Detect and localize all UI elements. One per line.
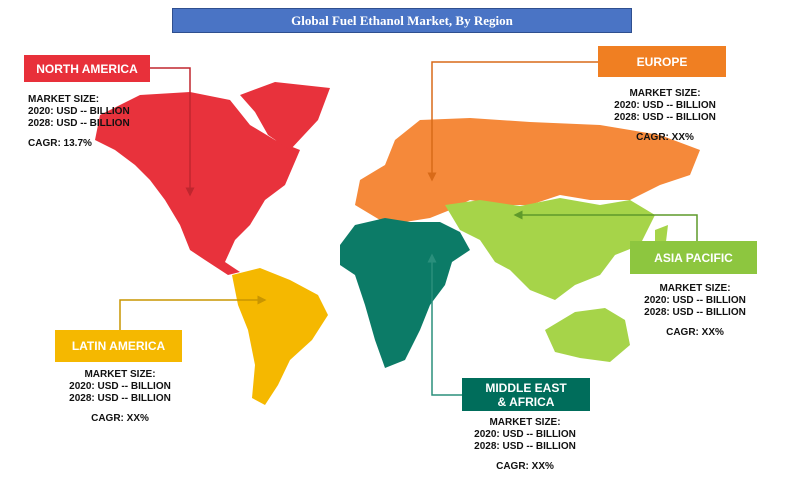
connector	[427, 61, 598, 182]
region-info: MARKET SIZE: 2020: USD -- BILLION 2028: …	[635, 283, 755, 339]
africa-shape	[340, 218, 470, 368]
connector	[513, 210, 698, 241]
connector	[119, 295, 267, 330]
info-line: MARKET SIZE:	[629, 88, 701, 99]
asia-shape	[445, 198, 655, 300]
region-label: EUROPE	[598, 46, 726, 77]
europe-shape	[355, 118, 700, 222]
info-line: 2020: USD -- BILLION	[69, 381, 171, 392]
info-line: MARKET SIZE:	[659, 283, 731, 294]
region-label: LATIN AMERICA	[55, 330, 182, 362]
greenland-shape	[240, 82, 330, 150]
info-line: MARKET SIZE:	[489, 417, 561, 428]
info-line: 2028: USD -- BILLION	[28, 118, 130, 129]
region-info: MARKET SIZE: 2020: USD -- BILLION 2028: …	[465, 417, 585, 473]
region-label: NORTH AMERICA	[24, 55, 150, 82]
north-america-shape	[95, 92, 300, 275]
info-line: CAGR: XX%	[636, 132, 694, 143]
connector	[150, 67, 195, 197]
region-info: MARKET SIZE: 2020: USD -- BILLION 2028: …	[60, 369, 180, 425]
info-line: CAGR: XX%	[496, 461, 554, 472]
region-info: MARKET SIZE: 2020: USD -- BILLION 2028: …	[605, 88, 725, 144]
info-line: 2020: USD -- BILLION	[644, 295, 746, 306]
region-label: ASIA PACIFIC	[630, 241, 757, 274]
info-line: CAGR: XX%	[91, 413, 149, 424]
title: Global Fuel Ethanol Market, By Region	[172, 8, 632, 33]
latin-america-shape	[232, 268, 328, 405]
info-line: 2020: USD -- BILLION	[474, 429, 576, 440]
info-line: MARKET SIZE:	[84, 369, 156, 380]
info-line: 2020: USD -- BILLION	[614, 100, 716, 111]
australia-shape	[545, 308, 630, 362]
info-line: MARKET SIZE:	[28, 94, 100, 105]
connector	[427, 253, 462, 396]
info-line: CAGR: XX%	[666, 327, 724, 338]
info-line: 2028: USD -- BILLION	[69, 393, 171, 404]
info-line: 2028: USD -- BILLION	[614, 112, 716, 123]
info-line: CAGR: 13.7%	[28, 138, 92, 149]
region-label: MIDDLE EAST & AFRICA	[462, 378, 590, 411]
info-line: 2020: USD -- BILLION	[28, 106, 130, 117]
info-line: 2028: USD -- BILLION	[474, 441, 576, 452]
region-info: MARKET SIZE: 2020: USD -- BILLION 2028: …	[28, 94, 130, 150]
info-line: 2028: USD -- BILLION	[644, 307, 746, 318]
